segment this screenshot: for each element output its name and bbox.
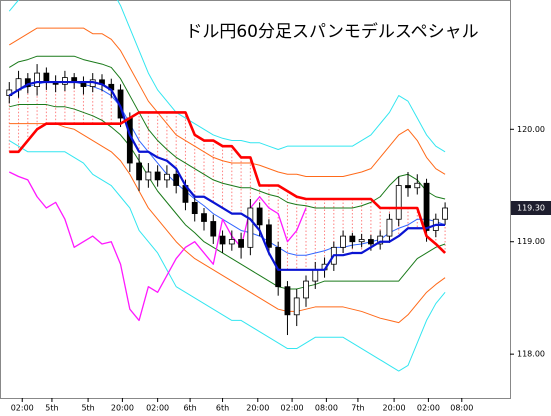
candle-body bbox=[6, 89, 13, 96]
x-tick-label: 6th bbox=[183, 404, 196, 413]
candle-body bbox=[210, 221, 217, 237]
x-tick-label: 6th bbox=[216, 404, 229, 413]
y-tick-label: 119.00 bbox=[517, 237, 545, 246]
candle-body bbox=[191, 201, 198, 215]
line-series bbox=[9, 27, 446, 178]
x-tick-label: 5th bbox=[81, 404, 94, 413]
candle-body bbox=[423, 182, 430, 231]
candle-body bbox=[219, 235, 226, 245]
line-series bbox=[8, 171, 307, 322]
candle-body bbox=[386, 218, 393, 237]
x-tick-label: 5th bbox=[45, 404, 58, 413]
chart-title: ドル円60分足スパンモデルスペシャル bbox=[185, 21, 478, 42]
x-tick-label: 02:00 bbox=[11, 404, 34, 413]
candle-body bbox=[43, 72, 50, 83]
line-series bbox=[9, 104, 446, 290]
candle-body bbox=[340, 235, 346, 248]
candle-body bbox=[303, 280, 309, 299]
plot-area bbox=[6, 0, 448, 372]
candle-body bbox=[293, 297, 300, 316]
candle-body bbox=[34, 72, 40, 87]
candle-body bbox=[201, 213, 207, 222]
candle-body bbox=[312, 269, 319, 282]
x-tick-label: 02:00 bbox=[281, 404, 304, 413]
x-tick-label: 08:00 bbox=[450, 404, 473, 413]
candle-body bbox=[395, 185, 402, 220]
x-tick-label: 7th bbox=[351, 404, 364, 413]
y-tick-label: 118.00 bbox=[517, 350, 545, 359]
candle-body bbox=[62, 77, 68, 85]
x-tick-label: 20:00 bbox=[246, 404, 269, 413]
candle-body bbox=[164, 173, 170, 181]
candle-body bbox=[173, 173, 180, 186]
candle-body bbox=[442, 207, 448, 220]
candle-body bbox=[238, 239, 244, 248]
candle-body bbox=[247, 207, 254, 248]
candle-body bbox=[126, 117, 133, 164]
candle-body bbox=[358, 239, 365, 243]
last-price-label: 119.30 bbox=[517, 203, 545, 212]
candle-body bbox=[256, 207, 263, 226]
line-series bbox=[9, 140, 446, 372]
candle-body bbox=[284, 286, 291, 316]
last-price-box bbox=[511, 200, 551, 215]
x-tick-label: 20:00 bbox=[111, 404, 134, 413]
candle-body bbox=[228, 239, 235, 245]
candle-body bbox=[377, 235, 384, 245]
line-series bbox=[8, 80, 446, 271]
candle-body bbox=[349, 235, 356, 243]
y-tick-label: 120.00 bbox=[517, 125, 545, 134]
x-tick-label: 02:00 bbox=[146, 404, 169, 413]
x-tick-label: 02:00 bbox=[417, 404, 440, 413]
candle-body bbox=[414, 182, 421, 189]
axes: 120.00 119.00 118.00 02:00 5th 5th 20:00 02:00 6… bbox=[11, 125, 551, 413]
candle-body bbox=[266, 224, 272, 248]
candle-body bbox=[145, 171, 152, 181]
candle-body bbox=[154, 171, 161, 181]
line-series bbox=[9, 111, 446, 254]
candle-body bbox=[136, 162, 142, 181]
candle-body bbox=[405, 185, 411, 189]
line-series bbox=[8, 0, 446, 153]
plot-frame bbox=[0, 0, 511, 399]
line-series bbox=[9, 123, 446, 324]
candle-body bbox=[368, 239, 374, 245]
x-tick-label: 20:00 bbox=[383, 404, 406, 413]
x-tick-label: 08:00 bbox=[315, 404, 338, 413]
